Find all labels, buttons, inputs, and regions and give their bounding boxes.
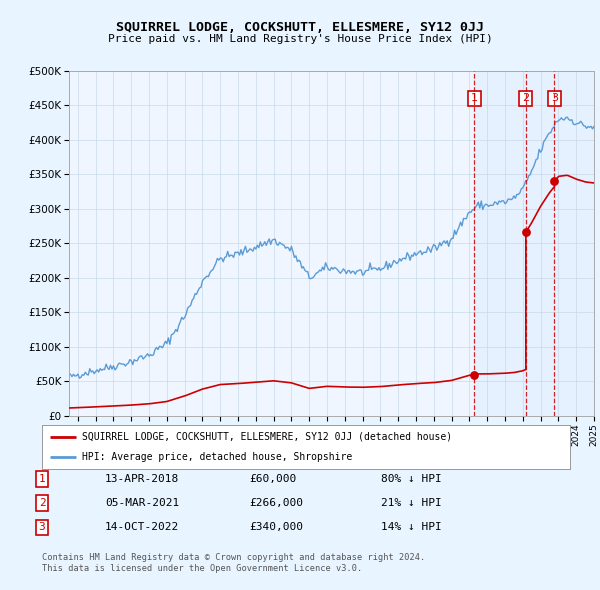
Text: 14% ↓ HPI: 14% ↓ HPI [381,523,442,532]
Text: 2: 2 [38,499,46,508]
Text: SQUIRREL LODGE, COCKSHUTT, ELLESMERE, SY12 0JJ (detached house): SQUIRREL LODGE, COCKSHUTT, ELLESMERE, SY… [82,432,452,442]
Text: £60,000: £60,000 [249,474,296,484]
Text: Contains HM Land Registry data © Crown copyright and database right 2024.: Contains HM Land Registry data © Crown c… [42,553,425,562]
Text: This data is licensed under the Open Government Licence v3.0.: This data is licensed under the Open Gov… [42,565,362,573]
Point [470,370,479,379]
Text: £340,000: £340,000 [249,523,303,532]
Text: Price paid vs. HM Land Registry's House Price Index (HPI): Price paid vs. HM Land Registry's House … [107,34,493,44]
Text: 14-OCT-2022: 14-OCT-2022 [105,523,179,532]
Text: 3: 3 [551,93,558,103]
Text: 1: 1 [471,93,478,103]
Text: 05-MAR-2021: 05-MAR-2021 [105,499,179,508]
Text: 21% ↓ HPI: 21% ↓ HPI [381,499,442,508]
Point [550,176,559,186]
Bar [475,71,594,416]
Text: 1: 1 [38,474,46,484]
Text: 13-APR-2018: 13-APR-2018 [105,474,179,484]
Text: 3: 3 [38,523,46,532]
Text: 2: 2 [522,93,529,103]
Text: SQUIRREL LODGE, COCKSHUTT, ELLESMERE, SY12 0JJ: SQUIRREL LODGE, COCKSHUTT, ELLESMERE, SY… [116,21,484,34]
Text: £266,000: £266,000 [249,499,303,508]
Point [521,228,530,237]
Text: 80% ↓ HPI: 80% ↓ HPI [381,474,442,484]
Text: HPI: Average price, detached house, Shropshire: HPI: Average price, detached house, Shro… [82,452,352,462]
